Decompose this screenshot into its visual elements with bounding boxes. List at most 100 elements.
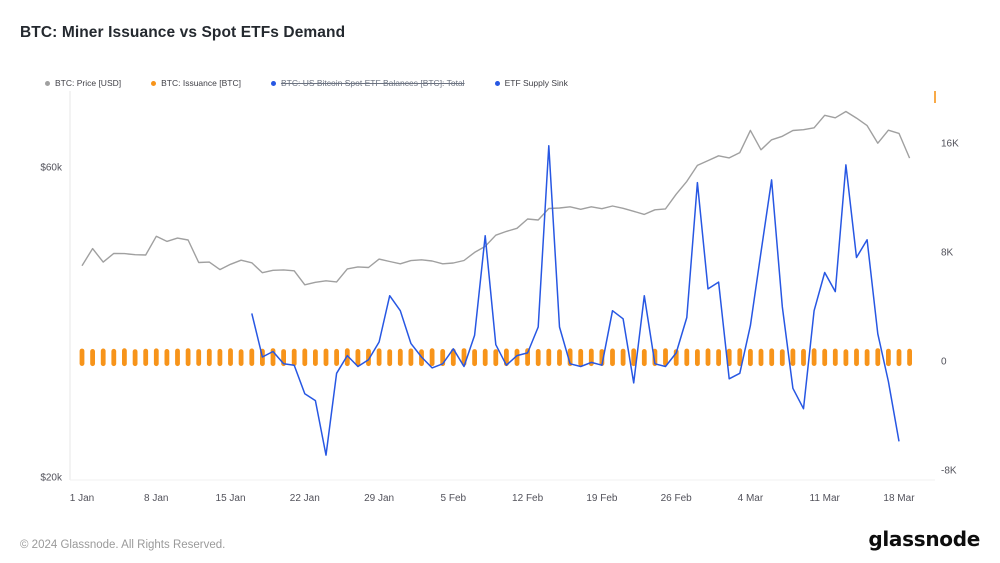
issuance-bar [344, 348, 350, 367]
issuance-bar [164, 349, 170, 366]
issuance-bar [143, 348, 149, 366]
issuance-bar [122, 348, 127, 367]
etf-supply-sink-line [251, 145, 900, 456]
issuance-bar [313, 349, 318, 366]
issuance-bar [886, 348, 891, 367]
issuance-bar [132, 349, 138, 367]
page-footer: © 2024 Glassnode. All Rights Reserved. g… [20, 527, 980, 551]
copyright-text: © 2024 Glassnode. All Rights Reserved. [20, 539, 226, 551]
issuance-bar [472, 349, 477, 367]
issuance-bar [228, 348, 233, 366]
etf-balances-series-dot-icon [270, 80, 276, 86]
issuance-bar [249, 348, 255, 366]
issuance-bar [758, 348, 764, 367]
legend-label: BTC: Issuance [BTC] [161, 78, 241, 88]
issuance-bar [854, 348, 859, 367]
issuance-bar [864, 349, 870, 367]
etf-supply-sink-series-dot-icon [494, 80, 500, 86]
x-axis-label: 15 Jan [216, 493, 246, 504]
issuance-bar [175, 348, 180, 367]
issuance-bar [79, 348, 85, 366]
issuance-bar [695, 349, 700, 367]
issuance-bar [291, 348, 297, 367]
issuance-bar [663, 348, 668, 366]
x-axis-label: 26 Feb [661, 493, 693, 504]
issuance-bar [376, 348, 382, 366]
issuance-bar [217, 348, 223, 367]
issuance-bar [535, 349, 541, 367]
legend-item-btc-issuance[interactable]: BTC: Issuance [BTC] [151, 78, 241, 88]
issuance-bar [896, 349, 902, 367]
issuance-bar [334, 348, 339, 366]
issuance-bar [111, 348, 117, 367]
issuance-bar [196, 349, 202, 366]
issuance-bar [811, 348, 817, 366]
issuance-bar [557, 349, 562, 366]
issuance-bar [737, 348, 743, 367]
issuance-bar [588, 348, 594, 367]
issuance-bar [832, 348, 838, 366]
y-axis-right-label: 16K [941, 139, 959, 150]
issuance-bar [238, 349, 244, 366]
x-axis-label: 19 Feb [586, 493, 618, 504]
issuance-bar [355, 349, 361, 366]
legend-item-etf-supply-sink[interactable]: ETF Supply Sink [494, 78, 568, 88]
issuance-bar [610, 348, 615, 367]
issuance-bar [366, 348, 371, 367]
issuance-bar [408, 348, 414, 366]
issuance-bar [790, 348, 796, 366]
issuance-series-dot-icon [151, 80, 157, 86]
x-axis-label: 1 Jan [70, 493, 94, 504]
issuance-bar [546, 348, 552, 367]
x-axis-label: 12 Feb [512, 493, 544, 504]
issuance-bar [684, 348, 690, 367]
issuance-bar [450, 348, 456, 367]
issuance-bar [525, 348, 530, 366]
legend-item-btc-price[interactable]: BTC: Price [USD] [45, 78, 121, 88]
issuance-bar [907, 348, 912, 366]
issuance-bar [397, 348, 403, 366]
issuance-bar [185, 348, 191, 367]
issuance-bar [153, 348, 159, 367]
issuance-bar [482, 348, 488, 367]
x-axis-label: 4 Mar [738, 493, 764, 504]
issuance-bar [716, 349, 721, 367]
issuance-bar [705, 348, 711, 366]
issuance-bar [875, 348, 881, 367]
issuance-bar [514, 348, 520, 366]
issuance-bar [578, 348, 584, 367]
issuance-bar [100, 348, 106, 367]
legend-item-etf-balances[interactable]: BTC: US Bitcoin Spot ETF Balances [BTC]:… [270, 78, 465, 88]
page-title: BTC: Miner Issuance vs Spot ETFs Demand [20, 24, 346, 41]
x-axis-label: 22 Jan [290, 493, 320, 504]
y-axis-right-label: 8K [941, 248, 954, 259]
x-axis-label: 8 Jan [144, 493, 168, 504]
x-axis-label: 5 Feb [441, 493, 467, 504]
issuance-bar [90, 349, 95, 367]
x-axis-label: 11 Mar [810, 493, 841, 504]
issuance-bar [779, 349, 785, 367]
issuance-bar [748, 348, 753, 367]
issuance-bar [323, 348, 329, 367]
legend-label: ETF Supply Sink [504, 78, 568, 88]
issuance-bar [387, 349, 393, 367]
issuance-bar [801, 348, 806, 367]
y-axis-left-label: $20k [40, 473, 63, 484]
issuance-bar [822, 348, 828, 367]
issuance-bar [769, 348, 775, 367]
issuance-bar [429, 348, 435, 367]
x-axis-label: 18 Mar [883, 493, 915, 504]
issuance-bar [631, 348, 637, 367]
legend-label: BTC: US Bitcoin Spot ETF Balances [BTC]:… [280, 78, 465, 88]
y-axis-right-label: -8K [941, 466, 957, 477]
glassnode-logo: glassnode [868, 527, 980, 551]
price-series-dot-icon [45, 80, 50, 86]
issuance-bar [206, 348, 212, 367]
issuance-bar [302, 348, 308, 367]
btc-price-line [81, 110, 911, 286]
issuance-bar [493, 349, 499, 367]
issuance-bar [641, 349, 647, 367]
